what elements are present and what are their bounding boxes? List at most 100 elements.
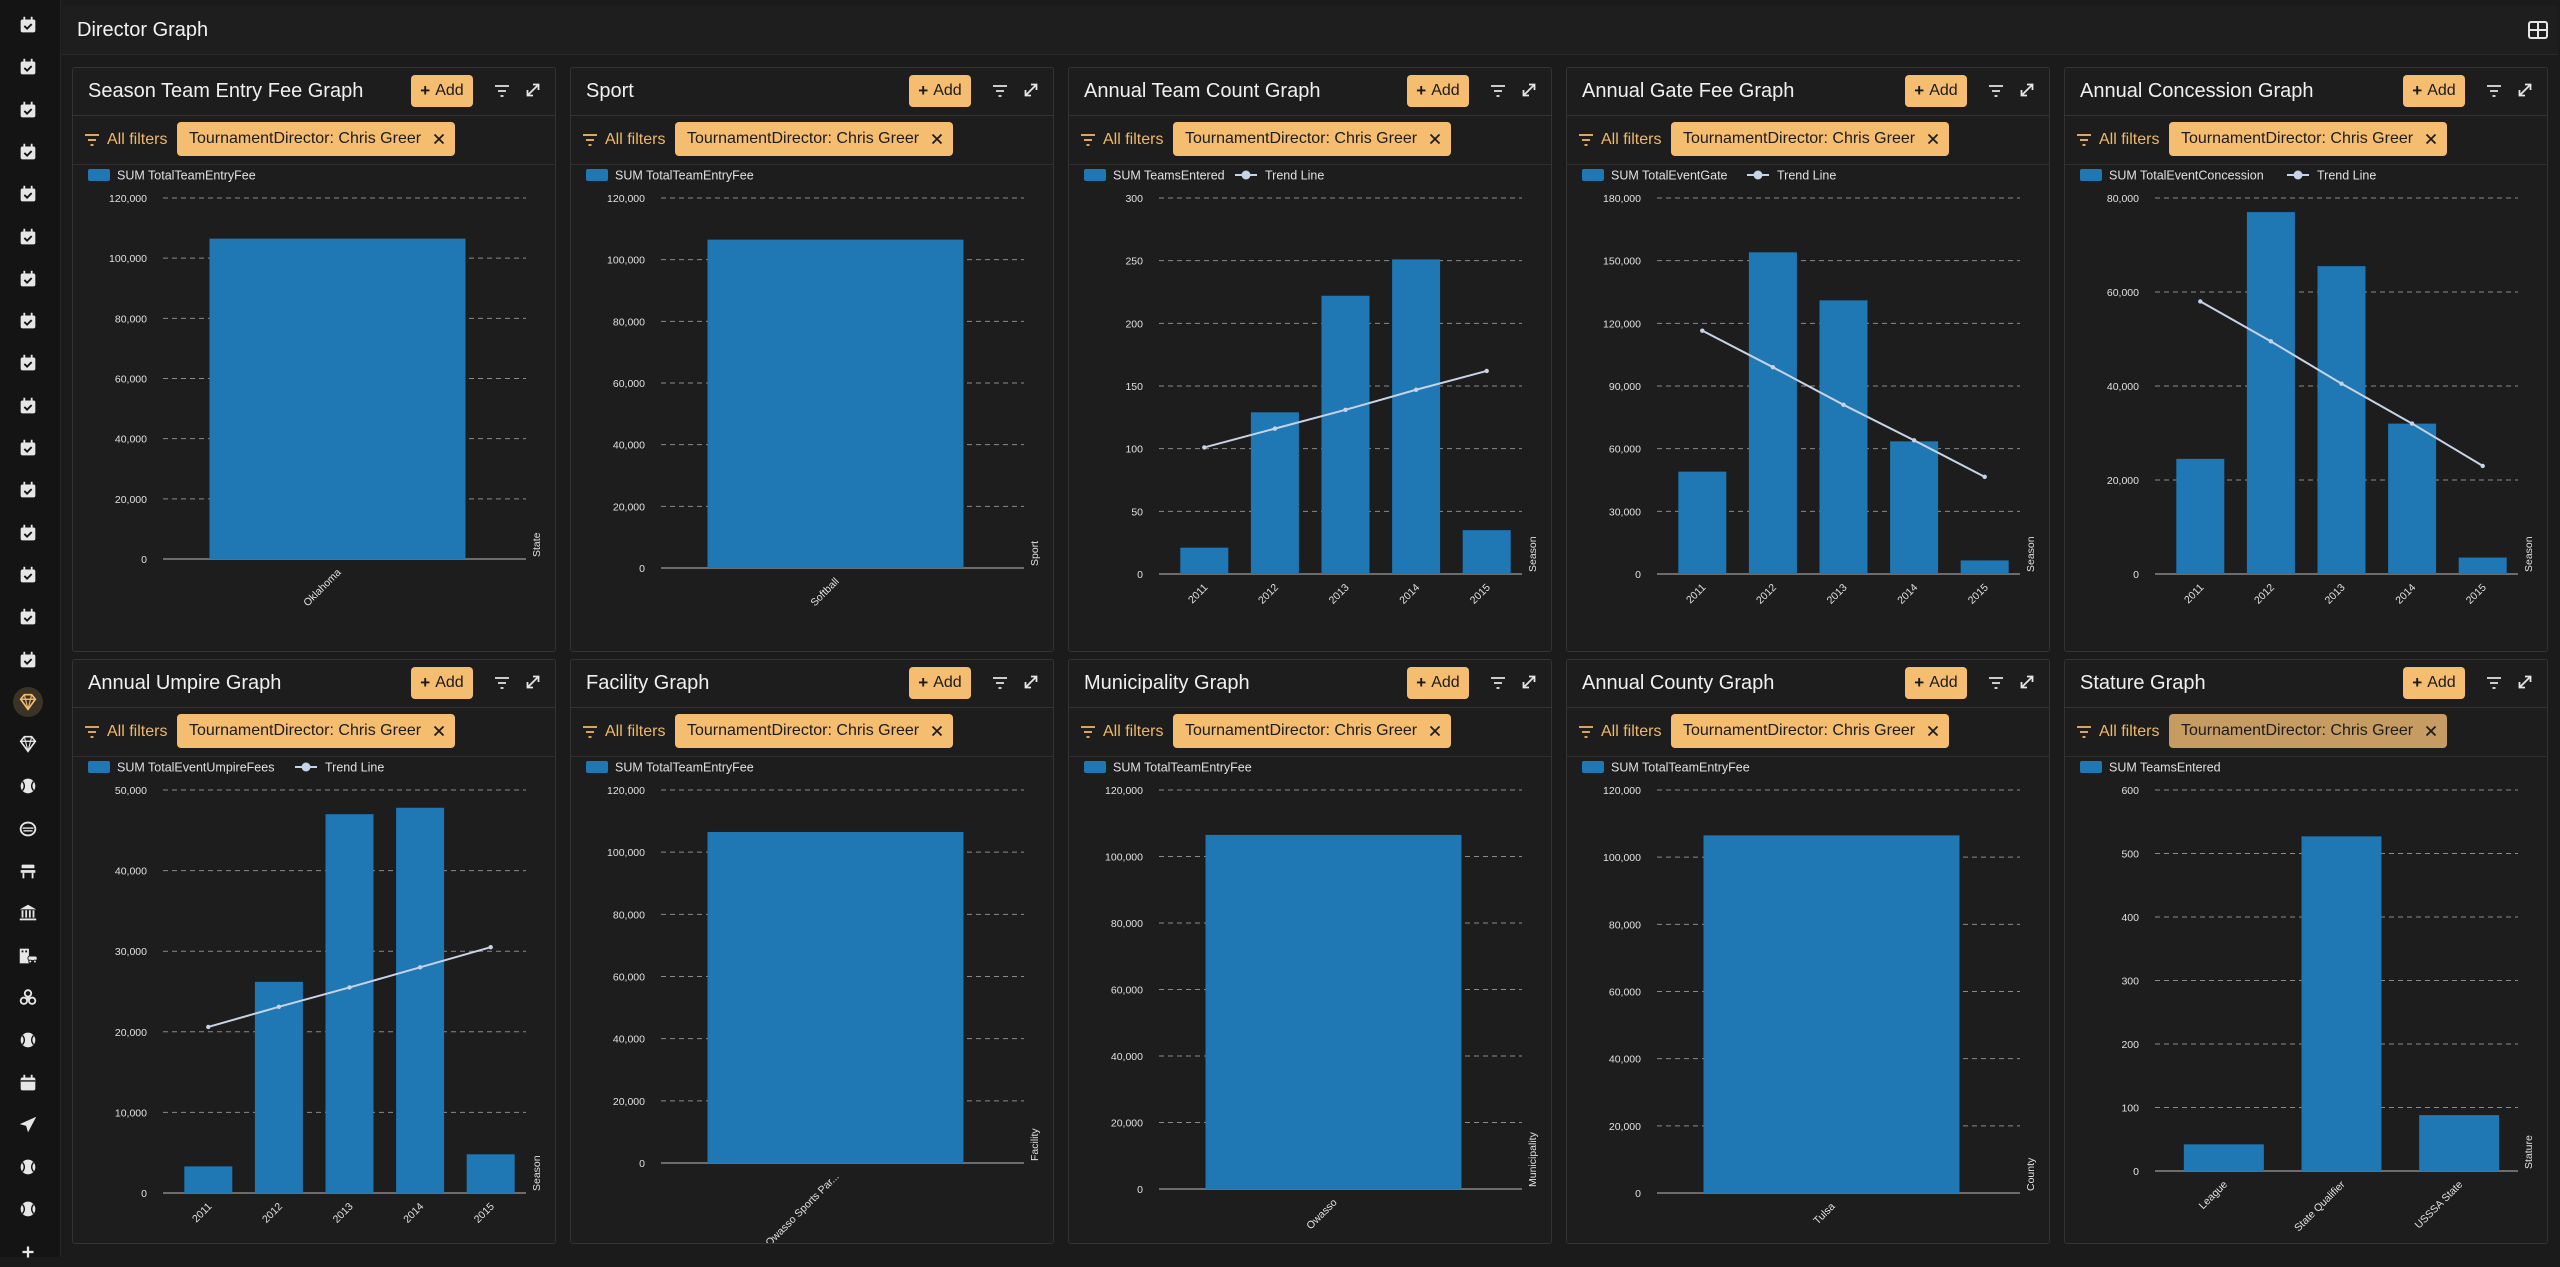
layout-grid-icon[interactable] bbox=[2526, 18, 2550, 42]
all-filters-button[interactable]: All filters bbox=[1079, 723, 1163, 741]
sidebar-item-calendar-check[interactable] bbox=[13, 391, 43, 421]
sidebar-item-calendar-check[interactable] bbox=[13, 602, 43, 632]
bar[interactable] bbox=[1250, 412, 1299, 574]
all-filters-button[interactable]: All filters bbox=[2075, 131, 2159, 149]
all-filters-button[interactable]: All filters bbox=[2075, 723, 2159, 741]
all-filters-button[interactable]: All filters bbox=[83, 723, 167, 741]
filter-chip[interactable]: TournamentDirector: Chris Greer bbox=[1173, 122, 1452, 156]
filter-chip[interactable]: TournamentDirector: Chris Greer bbox=[1173, 714, 1452, 748]
close-icon[interactable] bbox=[930, 724, 944, 738]
filter-icon[interactable] bbox=[1489, 674, 1507, 692]
expand-icon[interactable] bbox=[2018, 81, 2036, 99]
close-icon[interactable] bbox=[2424, 132, 2438, 146]
bar[interactable] bbox=[1890, 441, 1939, 574]
sidebar-item-calendar-check[interactable] bbox=[13, 52, 43, 82]
filter-chip[interactable]: TournamentDirector: Chris Greer bbox=[1671, 714, 1950, 748]
bar[interactable] bbox=[1678, 471, 1727, 574]
expand-icon[interactable] bbox=[2516, 673, 2534, 691]
expand-icon[interactable] bbox=[1022, 81, 1040, 99]
bar[interactable] bbox=[1462, 530, 1511, 574]
all-filters-button[interactable]: All filters bbox=[1577, 131, 1661, 149]
bar[interactable] bbox=[2388, 423, 2437, 574]
add-button[interactable]: + Add bbox=[909, 667, 971, 699]
bar[interactable] bbox=[184, 1166, 233, 1193]
bar[interactable] bbox=[396, 807, 445, 1193]
expand-icon[interactable] bbox=[2516, 81, 2534, 99]
sidebar-item-mask[interactable] bbox=[13, 814, 43, 844]
all-filters-button[interactable]: All filters bbox=[1079, 131, 1163, 149]
expand-icon[interactable] bbox=[2018, 673, 2036, 691]
filter-icon[interactable] bbox=[991, 674, 1009, 692]
sidebar-item-ball[interactable] bbox=[13, 1194, 43, 1224]
bar[interactable] bbox=[1748, 252, 1797, 575]
bar[interactable] bbox=[1392, 259, 1441, 574]
sidebar-item-calendar-check[interactable] bbox=[13, 137, 43, 167]
expand-icon[interactable] bbox=[524, 673, 542, 691]
bar[interactable] bbox=[2317, 266, 2366, 574]
close-icon[interactable] bbox=[1428, 724, 1442, 738]
filter-icon[interactable] bbox=[493, 674, 511, 692]
filter-icon[interactable] bbox=[1987, 82, 2005, 100]
bar[interactable] bbox=[1321, 295, 1370, 574]
sidebar-item-calendar-check[interactable] bbox=[13, 264, 43, 294]
close-icon[interactable] bbox=[432, 132, 446, 146]
close-icon[interactable] bbox=[1926, 132, 1940, 146]
sidebar-item-diamond[interactable] bbox=[13, 686, 43, 717]
sidebar-item-calendar-check[interactable] bbox=[13, 348, 43, 378]
sidebar-item-calendar-check[interactable] bbox=[13, 306, 43, 336]
sidebar-item-send[interactable] bbox=[13, 1110, 43, 1140]
bar[interactable] bbox=[2246, 212, 2295, 574]
sidebar-item-calendar-check[interactable] bbox=[13, 475, 43, 505]
filter-chip[interactable]: TournamentDirector: Chris Greer bbox=[2169, 714, 2448, 748]
filter-icon[interactable] bbox=[493, 82, 511, 100]
sidebar-item-calendar[interactable] bbox=[13, 1068, 43, 1098]
sidebar-item-building-car[interactable] bbox=[13, 941, 43, 971]
bar[interactable] bbox=[707, 239, 964, 568]
close-icon[interactable] bbox=[930, 132, 944, 146]
sidebar-item-calendar-check[interactable] bbox=[13, 433, 43, 463]
bar[interactable] bbox=[707, 831, 964, 1163]
add-button[interactable]: + Add bbox=[1407, 75, 1469, 107]
all-filters-button[interactable]: All filters bbox=[1577, 723, 1661, 741]
sidebar-item-calendar-check[interactable] bbox=[13, 95, 43, 125]
sidebar-item-ball[interactable] bbox=[13, 1025, 43, 1055]
sidebar-item-ball[interactable] bbox=[13, 771, 43, 801]
expand-icon[interactable] bbox=[1520, 673, 1538, 691]
bar[interactable] bbox=[466, 1154, 515, 1193]
bar[interactable] bbox=[2183, 1144, 2264, 1171]
bar[interactable] bbox=[2458, 557, 2507, 574]
add-button[interactable]: + Add bbox=[909, 75, 971, 107]
add-button[interactable]: + Add bbox=[1407, 667, 1469, 699]
filter-chip[interactable]: TournamentDirector: Chris Greer bbox=[177, 122, 456, 156]
add-button[interactable]: + Add bbox=[411, 667, 473, 699]
filter-chip[interactable]: TournamentDirector: Chris Greer bbox=[675, 122, 954, 156]
bar[interactable] bbox=[2176, 458, 2225, 574]
close-icon[interactable] bbox=[1926, 724, 1940, 738]
expand-icon[interactable] bbox=[524, 81, 542, 99]
filter-icon[interactable] bbox=[2485, 82, 2503, 100]
sidebar-item-bench[interactable] bbox=[13, 856, 43, 886]
sidebar-item-calendar-check[interactable] bbox=[13, 518, 43, 548]
expand-icon[interactable] bbox=[1022, 673, 1040, 691]
close-icon[interactable] bbox=[1428, 132, 1442, 146]
bar[interactable] bbox=[1960, 560, 2009, 574]
bar[interactable] bbox=[1703, 835, 1960, 1193]
filter-chip[interactable]: TournamentDirector: Chris Greer bbox=[2169, 122, 2448, 156]
expand-icon[interactable] bbox=[1520, 81, 1538, 99]
filter-icon[interactable] bbox=[991, 82, 1009, 100]
sidebar-item-calendar-check[interactable] bbox=[13, 645, 43, 675]
bar[interactable] bbox=[2301, 836, 2382, 1171]
close-icon[interactable] bbox=[432, 724, 446, 738]
all-filters-button[interactable]: All filters bbox=[581, 131, 665, 149]
filter-chip[interactable]: TournamentDirector: Chris Greer bbox=[177, 714, 456, 748]
bar[interactable] bbox=[209, 238, 466, 560]
sidebar-item-calendar-check[interactable] bbox=[13, 560, 43, 590]
bar[interactable] bbox=[325, 814, 374, 1193]
filter-icon[interactable] bbox=[1489, 82, 1507, 100]
add-button[interactable]: + Add bbox=[1905, 75, 1967, 107]
sidebar-item-calendar-check[interactable] bbox=[13, 179, 43, 209]
filter-chip[interactable]: TournamentDirector: Chris Greer bbox=[675, 714, 954, 748]
sidebar-item-plus[interactable] bbox=[13, 1237, 43, 1267]
sidebar-item-bank[interactable] bbox=[13, 898, 43, 928]
bar[interactable] bbox=[2419, 1115, 2500, 1171]
